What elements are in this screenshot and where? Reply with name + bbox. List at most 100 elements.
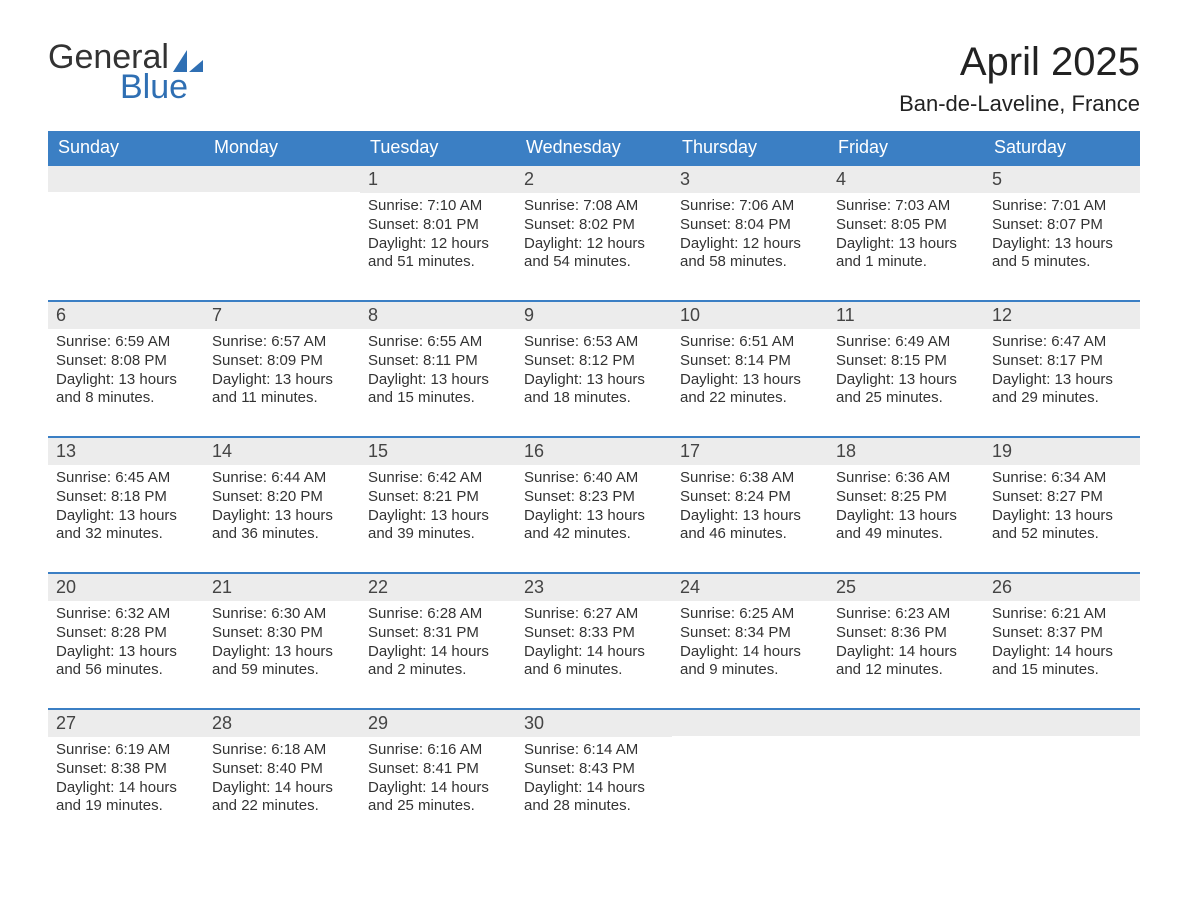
sunset-label: Sunset:: [368, 352, 419, 369]
sunset-label: Sunset:: [680, 352, 731, 369]
sunset-line: Sunset: 8:14 PM: [680, 352, 820, 371]
daylight-label: Daylight:: [524, 779, 582, 796]
daylight-line: Daylight: 12 hours and 51 minutes.: [368, 235, 508, 273]
sunrise-value: 6:40 AM: [583, 469, 638, 486]
day-header: Monday: [204, 131, 360, 165]
sunrise-line: Sunrise: 6:45 AM: [56, 469, 196, 488]
day-details: Sunrise: 6:30 AMSunset: 8:30 PMDaylight:…: [204, 601, 360, 690]
calendar-cell: 3Sunrise: 7:06 AMSunset: 8:04 PMDaylight…: [672, 165, 828, 301]
daylight-label: Daylight:: [368, 643, 426, 660]
day-header: Tuesday: [360, 131, 516, 165]
day-number: 9: [516, 302, 672, 329]
daylight-label: Daylight:: [992, 507, 1050, 524]
sunset-value: 8:17 PM: [1047, 352, 1103, 369]
sunset-value: 8:28 PM: [111, 624, 167, 641]
calendar-cell: 24Sunrise: 6:25 AMSunset: 8:34 PMDayligh…: [672, 573, 828, 709]
sunset-value: 8:20 PM: [267, 488, 323, 505]
calendar-cell: 7Sunrise: 6:57 AMSunset: 8:09 PMDaylight…: [204, 301, 360, 437]
sunset-value: 8:31 PM: [423, 624, 479, 641]
sunset-value: 8:09 PM: [267, 352, 323, 369]
daylight-label: Daylight:: [836, 235, 894, 252]
sunset-label: Sunset:: [524, 488, 575, 505]
sunrise-line: Sunrise: 6:51 AM: [680, 333, 820, 352]
sunrise-label: Sunrise:: [524, 741, 579, 758]
sunset-value: 8:36 PM: [891, 624, 947, 641]
calendar-cell: 18Sunrise: 6:36 AMSunset: 8:25 PMDayligh…: [828, 437, 984, 573]
sunrise-value: 6:23 AM: [895, 605, 950, 622]
day-details: Sunrise: 7:06 AMSunset: 8:04 PMDaylight:…: [672, 193, 828, 282]
sunrise-label: Sunrise:: [368, 605, 423, 622]
sunrise-line: Sunrise: 6:57 AM: [212, 333, 352, 352]
calendar-cell: 22Sunrise: 6:28 AMSunset: 8:31 PMDayligh…: [360, 573, 516, 709]
daylight-line: Daylight: 14 hours and 6 minutes.: [524, 643, 664, 681]
calendar-cell: 26Sunrise: 6:21 AMSunset: 8:37 PMDayligh…: [984, 573, 1140, 709]
daylight-label: Daylight:: [836, 507, 894, 524]
day-details: Sunrise: 6:32 AMSunset: 8:28 PMDaylight:…: [48, 601, 204, 690]
sunset-line: Sunset: 8:24 PM: [680, 488, 820, 507]
day-details: Sunrise: 6:28 AMSunset: 8:31 PMDaylight:…: [360, 601, 516, 690]
calendar-cell: 9Sunrise: 6:53 AMSunset: 8:12 PMDaylight…: [516, 301, 672, 437]
day-number: 29: [360, 710, 516, 737]
day-details: Sunrise: 6:23 AMSunset: 8:36 PMDaylight:…: [828, 601, 984, 690]
sunrise-label: Sunrise:: [992, 605, 1047, 622]
sunrise-value: 6:47 AM: [1051, 333, 1106, 350]
sunrise-line: Sunrise: 7:03 AM: [836, 197, 976, 216]
sunrise-line: Sunrise: 6:42 AM: [368, 469, 508, 488]
day-number: 7: [204, 302, 360, 329]
sunset-line: Sunset: 8:36 PM: [836, 624, 976, 643]
sunset-value: 8:21 PM: [423, 488, 479, 505]
sunset-label: Sunset:: [992, 352, 1043, 369]
sunrise-line: Sunrise: 6:19 AM: [56, 741, 196, 760]
sunrise-line: Sunrise: 6:34 AM: [992, 469, 1132, 488]
daylight-line: Daylight: 14 hours and 2 minutes.: [368, 643, 508, 681]
daylight-label: Daylight:: [212, 371, 270, 388]
sunset-label: Sunset:: [992, 216, 1043, 233]
daylight-label: Daylight:: [992, 371, 1050, 388]
sunrise-line: Sunrise: 7:06 AM: [680, 197, 820, 216]
daylight-label: Daylight:: [56, 643, 114, 660]
sunrise-line: Sunrise: 6:38 AM: [680, 469, 820, 488]
day-header: Thursday: [672, 131, 828, 165]
daylight-label: Daylight:: [368, 235, 426, 252]
sunset-label: Sunset:: [524, 352, 575, 369]
day-details: Sunrise: 6:40 AMSunset: 8:23 PMDaylight:…: [516, 465, 672, 554]
sunset-line: Sunset: 8:02 PM: [524, 216, 664, 235]
sunset-line: Sunset: 8:11 PM: [368, 352, 508, 371]
sunset-value: 8:30 PM: [267, 624, 323, 641]
sunset-line: Sunset: 8:27 PM: [992, 488, 1132, 507]
day-details: Sunrise: 7:03 AMSunset: 8:05 PMDaylight:…: [828, 193, 984, 282]
daylight-label: Daylight:: [680, 371, 738, 388]
day-details: Sunrise: 6:14 AMSunset: 8:43 PMDaylight:…: [516, 737, 672, 826]
sunset-value: 8:04 PM: [735, 216, 791, 233]
day-number: 27: [48, 710, 204, 737]
daylight-line: Daylight: 13 hours and 46 minutes.: [680, 507, 820, 545]
calendar-cell: 21Sunrise: 6:30 AMSunset: 8:30 PMDayligh…: [204, 573, 360, 709]
daylight-label: Daylight:: [56, 779, 114, 796]
sunrise-line: Sunrise: 6:47 AM: [992, 333, 1132, 352]
daylight-line: Daylight: 13 hours and 1 minute.: [836, 235, 976, 273]
sunset-line: Sunset: 8:15 PM: [836, 352, 976, 371]
sunset-label: Sunset:: [368, 216, 419, 233]
daylight-label: Daylight:: [836, 371, 894, 388]
daylight-line: Daylight: 13 hours and 15 minutes.: [368, 371, 508, 409]
sunset-value: 8:37 PM: [1047, 624, 1103, 641]
sunrise-line: Sunrise: 7:08 AM: [524, 197, 664, 216]
day-details: Sunrise: 6:18 AMSunset: 8:40 PMDaylight:…: [204, 737, 360, 826]
sunrise-line: Sunrise: 7:10 AM: [368, 197, 508, 216]
sunset-value: 8:23 PM: [579, 488, 635, 505]
daylight-line: Daylight: 14 hours and 28 minutes.: [524, 779, 664, 817]
sunrise-value: 6:51 AM: [739, 333, 794, 350]
sunrise-value: 6:44 AM: [271, 469, 326, 486]
daylight-line: Daylight: 13 hours and 49 minutes.: [836, 507, 976, 545]
calendar-cell: 11Sunrise: 6:49 AMSunset: 8:15 PMDayligh…: [828, 301, 984, 437]
daylight-label: Daylight:: [680, 235, 738, 252]
daylight-line: Daylight: 13 hours and 8 minutes.: [56, 371, 196, 409]
day-details: Sunrise: 6:27 AMSunset: 8:33 PMDaylight:…: [516, 601, 672, 690]
sunrise-value: 7:06 AM: [739, 197, 794, 214]
sunrise-value: 6:49 AM: [895, 333, 950, 350]
sunset-line: Sunset: 8:28 PM: [56, 624, 196, 643]
day-details: Sunrise: 7:01 AMSunset: 8:07 PMDaylight:…: [984, 193, 1140, 282]
sunset-value: 8:40 PM: [267, 760, 323, 777]
sunrise-value: 6:14 AM: [583, 741, 638, 758]
sunset-label: Sunset:: [836, 624, 887, 641]
